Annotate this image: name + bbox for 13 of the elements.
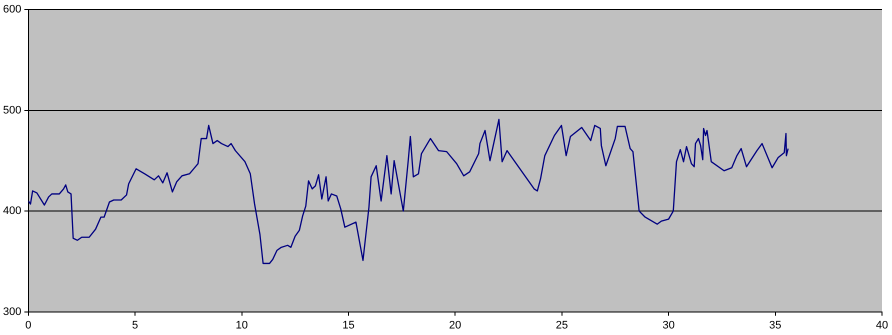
x-tick-label: 25	[556, 319, 568, 332]
x-tick-label: 35	[769, 319, 782, 332]
y-tick-label: 500	[2, 104, 22, 116]
x-tick-label: 40	[876, 319, 888, 332]
x-tick-label: 30	[662, 319, 675, 332]
x-tick-label: 5	[132, 319, 138, 332]
x-tick-label: 15	[342, 319, 355, 332]
x-tick-label: 10	[236, 319, 248, 332]
y-tick-label: 600	[2, 4, 22, 16]
y-tick-label: 400	[2, 205, 22, 218]
x-tick-label: 0	[25, 319, 32, 332]
x-tick-label: 20	[449, 319, 462, 332]
y-tick-label: 300	[2, 306, 22, 318]
